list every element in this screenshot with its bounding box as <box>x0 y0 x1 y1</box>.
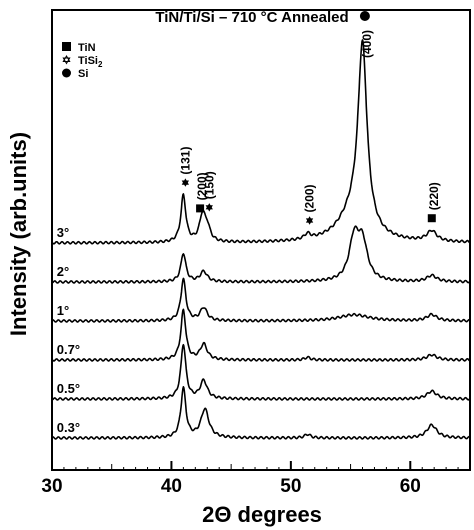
x-tick-label: 60 <box>400 476 421 497</box>
x-tick-label: 40 <box>161 476 182 497</box>
legend-star-marker <box>62 55 71 65</box>
curve-label: 3° <box>57 225 69 240</box>
square-marker <box>196 204 205 213</box>
peak-label: (131) <box>178 147 192 175</box>
peak-label: (200) <box>195 172 209 200</box>
curve-label: 2° <box>57 264 69 279</box>
x-axis-label: 2Θ degrees <box>202 502 322 527</box>
peak-label: (220) <box>427 182 441 210</box>
square-marker <box>427 214 436 223</box>
peak-label: (150) <box>202 171 216 199</box>
star-marker <box>205 205 213 212</box>
legend-square-marker <box>62 42 71 51</box>
x-tick-label: 50 <box>280 476 301 497</box>
chart-title: TiN/Ti/Si – 710 °C Annealed <box>155 9 348 26</box>
legend-label-tin: TiN <box>78 42 96 54</box>
circle-marker <box>359 11 370 21</box>
legend-label-si: Si <box>78 68 88 80</box>
peak-label: (400) <box>360 30 374 58</box>
legend-circle-marker <box>62 68 71 78</box>
legend: TiN TiSi2 Si <box>62 42 103 80</box>
plot-frame <box>51 9 471 471</box>
legend-label-tisi2: TiSi2 <box>78 55 103 69</box>
xrd-curve <box>52 343 470 401</box>
curve-label: 1° <box>57 303 69 318</box>
star-marker <box>305 218 314 225</box>
xrd-curve <box>52 39 470 245</box>
x-tick-label: 30 <box>41 476 62 497</box>
curve-label: 0.5° <box>57 381 80 396</box>
star-marker <box>181 180 189 187</box>
xrd-curve <box>52 277 470 323</box>
peak-label: (200) <box>303 184 317 212</box>
curve-label: 0.7° <box>57 342 80 357</box>
y-axis-label: Intensity (arb.units) <box>6 132 31 336</box>
xrd-curve <box>52 225 470 284</box>
xrd-curve <box>52 308 470 362</box>
xrd-curve <box>52 386 470 440</box>
curve-label: 0.3° <box>57 420 80 435</box>
